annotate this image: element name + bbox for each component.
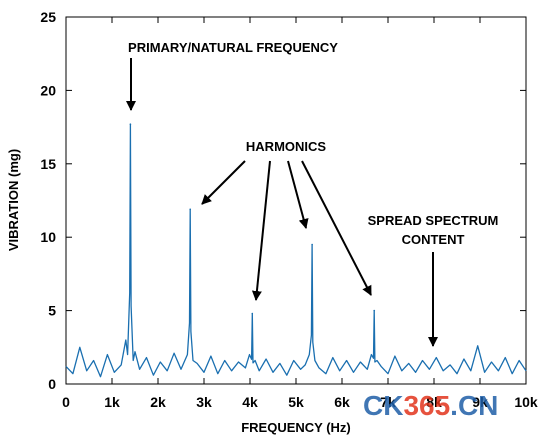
y-tick-label: 5 (48, 303, 56, 319)
annotation-harmonics: HARMONICS (246, 139, 326, 154)
annotation-spread-spectrum: SPREAD SPECTRUM (368, 213, 499, 228)
y-axis-title: VIBRATION (mg) (6, 149, 21, 251)
x-tick-label: 1k (104, 394, 120, 410)
peak-point (129, 123, 132, 125)
arrow-harmonic-2 (251, 160, 271, 301)
peak-point (373, 309, 376, 312)
x-tick-label: 4k (242, 394, 258, 410)
y-tick-label: 15 (40, 156, 56, 172)
spectrum-series (65, 123, 527, 378)
y-tick-label: 20 (40, 82, 56, 98)
arrow-harmonic-1 (201, 160, 246, 205)
x-tick-label: 3k (196, 394, 212, 410)
peak-point (311, 243, 313, 246)
x-tick-label: 8k (426, 394, 442, 410)
y-tick-label: 0 (48, 376, 56, 392)
x-axis-title: FREQUENCY (Hz) (241, 420, 351, 435)
y-axis-ticks: 0 5 10 15 20 25 (40, 9, 526, 392)
annotation-content: CONTENT (402, 232, 465, 247)
peak-point (251, 312, 254, 315)
x-tick-label: 7k (380, 394, 396, 410)
x-tick-label: 10k (514, 394, 538, 410)
annotation-primary-frequency: PRIMARY/NATURAL FREQUENCY (128, 40, 338, 55)
arrow-harmonic-3 (287, 160, 309, 229)
arrow-harmonic-4 (301, 160, 372, 296)
x-axis-ticks: 0 1k 2k 3k 4k 5k 6k 7k 8k 9k 10k (62, 17, 538, 410)
x-tick-label: 2k (150, 394, 166, 410)
x-tick-label: 0 (62, 394, 70, 410)
peak-point (189, 208, 191, 211)
y-tick-label: 25 (40, 9, 56, 25)
x-tick-label: 5k (288, 394, 304, 410)
plot-frame (65, 16, 527, 385)
y-tick-label: 10 (40, 229, 56, 245)
spectrum-line (65, 123, 527, 378)
x-tick-label: 9k (472, 394, 488, 410)
x-tick-label: 6k (334, 394, 350, 410)
watermark-logo: CK365.CN (363, 390, 498, 421)
